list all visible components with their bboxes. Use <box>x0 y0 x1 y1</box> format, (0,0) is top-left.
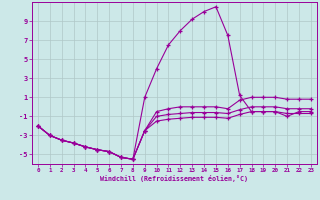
X-axis label: Windchill (Refroidissement éolien,°C): Windchill (Refroidissement éolien,°C) <box>100 175 248 182</box>
